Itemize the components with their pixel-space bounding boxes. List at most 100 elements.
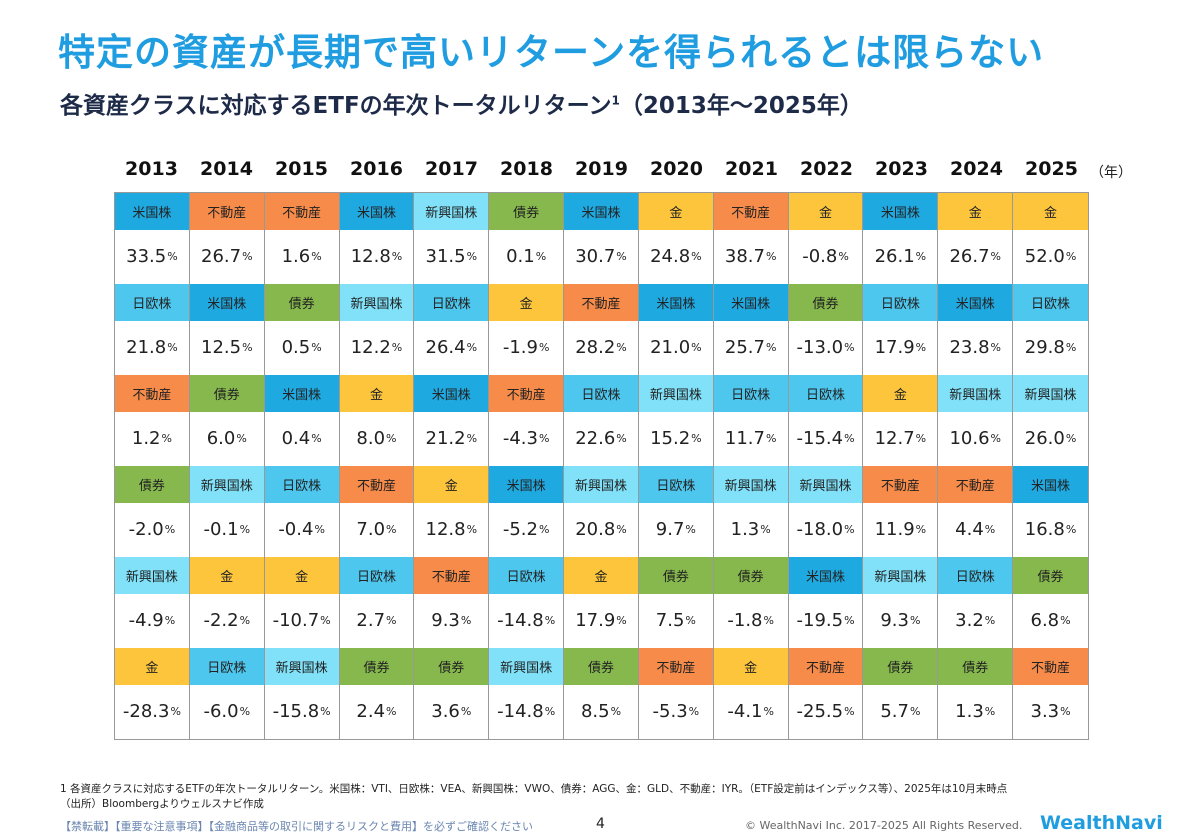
percent-sign: % (1060, 614, 1071, 628)
return-number: 16.8 (1024, 519, 1065, 541)
percent-sign: % (838, 250, 849, 264)
footnote-ref: 1 (611, 93, 620, 108)
return-value: 1.6% (264, 229, 339, 284)
return-value: 16.8% (1013, 502, 1088, 557)
return-number: -14.8 (497, 610, 544, 632)
return-number: -4.1 (727, 701, 763, 723)
year-label: 2021 (725, 158, 778, 180)
wealthnavi-logo: WealthNavi (1040, 812, 1163, 834)
return-number: 11.9 (874, 519, 915, 541)
percent-sign: % (616, 250, 627, 264)
asset-label: 新興国株 (489, 648, 564, 685)
notice-link[interactable]: 【禁転載】【重要な注意事項】【金融商品等の取引に関するリスクと費用】を必ずご確認… (60, 820, 533, 833)
return-number: -14.8 (497, 701, 544, 723)
percent-sign: % (765, 250, 777, 264)
return-value: 12.2% (339, 320, 414, 375)
percent-sign: % (170, 705, 181, 719)
return-value: 17.9% (863, 320, 938, 375)
asset-label: 債券 (189, 375, 264, 412)
footnote-line-1: 1 各資産クラスに対応するETFの年次トータルリターン。米国株：VTI、日欧株：… (60, 783, 1008, 795)
return-number: 7.5 (655, 610, 685, 632)
return-value: 9.7% (638, 502, 713, 557)
asset-label: 日欧株 (489, 557, 564, 594)
year-label: 2013 (125, 158, 178, 180)
return-value: 20.8% (564, 502, 638, 557)
return-value: -4.1% (713, 684, 788, 739)
return-number: 1.3 (955, 701, 984, 723)
year-label: 2019 (575, 158, 628, 180)
year-column-2025: 金 52.0% 日欧株 29.8% 新興国株 26.0% 米国株 16.8% 債券 6.8% 不動産… (1013, 193, 1088, 739)
asset-label: 日欧株 (1013, 284, 1088, 321)
return-value: 28.2% (564, 320, 638, 375)
asset-label: 債券 (938, 648, 1013, 685)
asset-label: 債券 (788, 284, 863, 321)
year-label: 2023 (875, 158, 928, 180)
asset-label: 不動産 (638, 648, 713, 685)
percent-sign: % (466, 341, 478, 355)
return-value: 21.8% (115, 320, 189, 375)
year-unit-label: （年） (1090, 165, 1132, 181)
return-number: 22.6 (575, 428, 616, 450)
return-number: -2.0 (128, 519, 164, 541)
asset-label: 日欧株 (564, 375, 638, 412)
asset-label: 金 (863, 375, 938, 412)
percent-sign: % (466, 250, 478, 264)
year-column-2017: 新興国株 31.5% 日欧株 26.4% 米国株 21.2% 金 12.8% 不動産 9.3% 債券… (414, 193, 490, 739)
footnote-source: （出所）Bloombergよりウェルスナビ作成 (60, 798, 264, 810)
asset-label: 新興国株 (1013, 375, 1088, 412)
return-value: 26.7% (938, 229, 1013, 284)
percent-sign: % (990, 250, 1001, 264)
return-value: 23.8% (938, 320, 1013, 375)
percent-sign: % (391, 250, 403, 264)
asset-label: 不動産 (788, 648, 863, 685)
return-value: -4.3% (489, 411, 564, 466)
return-value: 10.6% (938, 411, 1013, 466)
return-value: 12.8% (414, 502, 489, 557)
return-value: -6.0% (189, 684, 264, 739)
return-number: 21.8 (126, 337, 167, 359)
return-number: -5.3 (652, 701, 688, 723)
return-value: -19.5% (788, 593, 863, 648)
returns-table: 米国株 33.5% 日欧株 21.8% 不動産 1.2% 債券 -2.0% 新興国株 -4.9% 金… (114, 192, 1089, 740)
return-value: 26.7% (189, 229, 264, 284)
return-number: 15.2 (650, 428, 691, 450)
percent-sign: % (915, 523, 927, 537)
return-number: -18.0 (796, 519, 844, 541)
return-number: 7.0 (356, 519, 386, 541)
asset-label: 新興国株 (339, 284, 414, 321)
asset-label: 不動産 (414, 557, 489, 594)
return-number: 30.7 (575, 246, 616, 268)
asset-label: 米国株 (1013, 466, 1088, 503)
year-column-2021: 不動産 38.7% 米国株 25.7% 日欧株 11.7% 新興国株 1.3% 債券 -1.8% 金… (713, 193, 789, 739)
return-number: 12.8 (425, 519, 466, 541)
return-number: 25.7 (724, 337, 765, 359)
percent-sign: % (685, 523, 696, 537)
year-column-2019: 米国株 30.7% 不動産 28.2% 日欧株 22.6% 新興国株 20.8% 金 17.9% 債… (564, 193, 639, 739)
percent-sign: % (990, 341, 1001, 355)
return-number: 1.2 (131, 428, 161, 450)
asset-label: 金 (489, 284, 564, 321)
percent-sign: % (460, 705, 472, 719)
asset-label: 日欧株 (638, 466, 713, 503)
return-number: -5.2 (502, 519, 538, 541)
return-value: -28.3% (115, 684, 189, 739)
page-number: 4 (596, 816, 605, 832)
percent-sign: % (691, 432, 702, 446)
return-value: 12.5% (189, 320, 264, 375)
return-number: 24.8 (650, 246, 691, 268)
percent-sign: % (984, 523, 996, 537)
return-number: 1.3 (730, 519, 760, 541)
percent-sign: % (239, 614, 251, 628)
return-number: 6.0 (206, 428, 236, 450)
asset-label: 新興国株 (713, 466, 788, 503)
asset-label: 新興国株 (264, 648, 339, 685)
asset-label: 債券 (489, 193, 564, 230)
asset-label: 金 (264, 557, 339, 594)
return-value: 25.7% (713, 320, 788, 375)
percent-sign: % (1065, 432, 1077, 446)
asset-label: 債券 (863, 648, 938, 685)
return-value: -0.8% (788, 229, 863, 284)
return-number: 52.0 (1024, 246, 1065, 268)
percent-sign: % (386, 614, 397, 628)
return-number: -4.9 (128, 610, 164, 632)
